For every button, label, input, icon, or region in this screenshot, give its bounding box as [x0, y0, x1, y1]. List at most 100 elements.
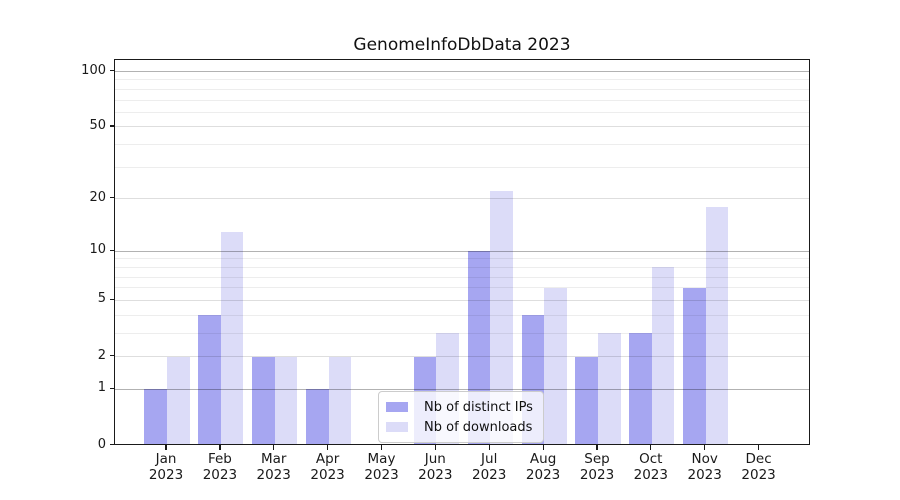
gridline-y-30: [115, 166, 809, 168]
bar-downloads-jan: [167, 356, 190, 444]
x-tick-year: 2023: [418, 466, 453, 483]
x-tick-month: Dec: [745, 451, 772, 467]
x-tick-month: Oct: [639, 451, 663, 467]
x-tick-label-apr: Apr 2023: [293, 451, 363, 483]
bar-ips-oct: [629, 333, 652, 444]
x-tick-label-mar: Mar 2023: [239, 451, 309, 483]
x-tick-month: Mar: [260, 451, 287, 467]
legend-item-distinct-ips: Nb of distinct IPs: [386, 397, 533, 417]
x-tick-label-jun: Jun 2023: [400, 451, 470, 483]
x-tick-label-feb: Feb 2023: [185, 451, 255, 483]
x-tick-apr: [327, 445, 329, 450]
chart-title: GenomeInfoDbData 2023: [353, 35, 571, 55]
legend-label: Nb of downloads: [424, 419, 533, 435]
x-tick-label-jul: Jul 2023: [454, 451, 524, 483]
gridline-y-20: [115, 198, 809, 200]
gridline-y-1: [115, 388, 809, 390]
bar-downloads-nov: [705, 206, 729, 444]
gridline-y-7: [115, 276, 809, 278]
x-tick-oct: [650, 445, 652, 450]
gridline-y-50: [115, 126, 809, 128]
x-tick-month: Sep: [584, 451, 610, 467]
y-tick-label-10: 10: [89, 242, 106, 258]
x-tick-mar: [273, 445, 275, 450]
gridline-y-5: [115, 299, 809, 301]
y-tick-label-1: 1: [97, 380, 106, 396]
x-tick-year: 2023: [741, 466, 776, 483]
x-tick-nov: [704, 445, 706, 450]
x-tick-label-aug: Aug 2023: [508, 451, 578, 483]
bar-ips-mar: [252, 356, 275, 444]
x-tick-month: Jan: [155, 451, 177, 467]
gridline-y-100: [115, 71, 809, 73]
plot-area: [114, 59, 810, 445]
x-tick-label-dec: Dec 2023: [724, 451, 794, 483]
x-tick-month: Aug: [529, 451, 557, 467]
bar-downloads-mar: [274, 356, 298, 444]
gridline-y-60: [115, 111, 809, 113]
gridline-y-40: [115, 144, 809, 146]
x-tick-year: 2023: [310, 466, 345, 483]
legend-item-downloads: Nb of downloads: [386, 417, 533, 437]
gridline-y-3: [115, 332, 809, 334]
x-tick-year: 2023: [472, 466, 507, 483]
x-tick-year: 2023: [525, 466, 561, 483]
legend-swatch-icon: [386, 401, 408, 413]
bar-ips-jan: [144, 389, 167, 444]
legend: Nb of distinct IPs Nb of downloads: [378, 391, 544, 443]
y-tick-label-100: 100: [81, 62, 106, 78]
gridline-y-10: [115, 250, 809, 252]
x-tick-label-sep: Sep 2023: [562, 451, 632, 483]
x-tick-month: Apr: [315, 451, 340, 467]
y-tick-label-20: 20: [89, 189, 106, 205]
x-tick-label-oct: Oct 2023: [616, 451, 686, 483]
y-tick-label-2: 2: [97, 347, 106, 363]
x-tick-jul: [488, 445, 490, 450]
x-tick-year: 2023: [687, 466, 722, 483]
bar-ips-sep: [575, 356, 598, 444]
gridline-y-90: [115, 79, 809, 81]
y-tick-label-5: 5: [97, 291, 106, 307]
bar-ips-nov: [683, 287, 706, 444]
x-tick-month: Nov: [691, 451, 718, 467]
bar-ips-apr: [306, 389, 329, 444]
bar-downloads-oct: [651, 267, 675, 444]
x-tick-month: Jun: [424, 451, 446, 467]
legend-label: Nb of distinct IPs: [424, 399, 533, 415]
gridline-y-4: [115, 314, 809, 316]
legend-swatch-icon: [386, 421, 408, 433]
y-tick-label-0: 0: [97, 436, 106, 452]
gridline-y-9: [115, 258, 809, 260]
gridline-y-6: [115, 287, 809, 289]
gridline-y-2: [115, 356, 809, 357]
x-tick-label-jan: Jan 2023: [131, 451, 201, 483]
bar-downloads-aug: [544, 287, 567, 444]
x-tick-sep: [596, 445, 598, 450]
x-tick-jan: [165, 445, 167, 450]
x-tick-may: [380, 445, 383, 450]
x-tick-year: 2023: [148, 466, 184, 483]
x-tick-year: 2023: [256, 466, 291, 483]
x-tick-month: Feb: [207, 451, 232, 467]
gridline-y-70: [115, 99, 809, 101]
x-tick-dec: [758, 445, 760, 450]
x-tick-year: 2023: [633, 466, 668, 483]
x-tick-year: 2023: [579, 466, 615, 483]
x-tick-aug: [542, 445, 544, 450]
bar-downloads-apr: [328, 356, 352, 444]
x-tick-year: 2023: [202, 466, 238, 483]
bar-downloads-jul: [490, 191, 513, 444]
x-tick-label-nov: Nov 2023: [670, 451, 740, 483]
x-tick-label-may: May 2023: [347, 451, 417, 483]
bar-downloads-sep: [598, 333, 621, 444]
y-tick-label-50: 50: [89, 117, 106, 133]
x-tick-feb: [219, 445, 221, 450]
bar-downloads-feb: [220, 231, 244, 444]
x-tick-month: May: [367, 451, 396, 467]
gridline-y-8: [115, 266, 809, 268]
gridline-y-80: [115, 88, 809, 90]
x-tick-month: Jul: [481, 451, 498, 467]
x-tick-year: 2023: [364, 466, 399, 483]
x-tick-jun: [434, 445, 436, 450]
